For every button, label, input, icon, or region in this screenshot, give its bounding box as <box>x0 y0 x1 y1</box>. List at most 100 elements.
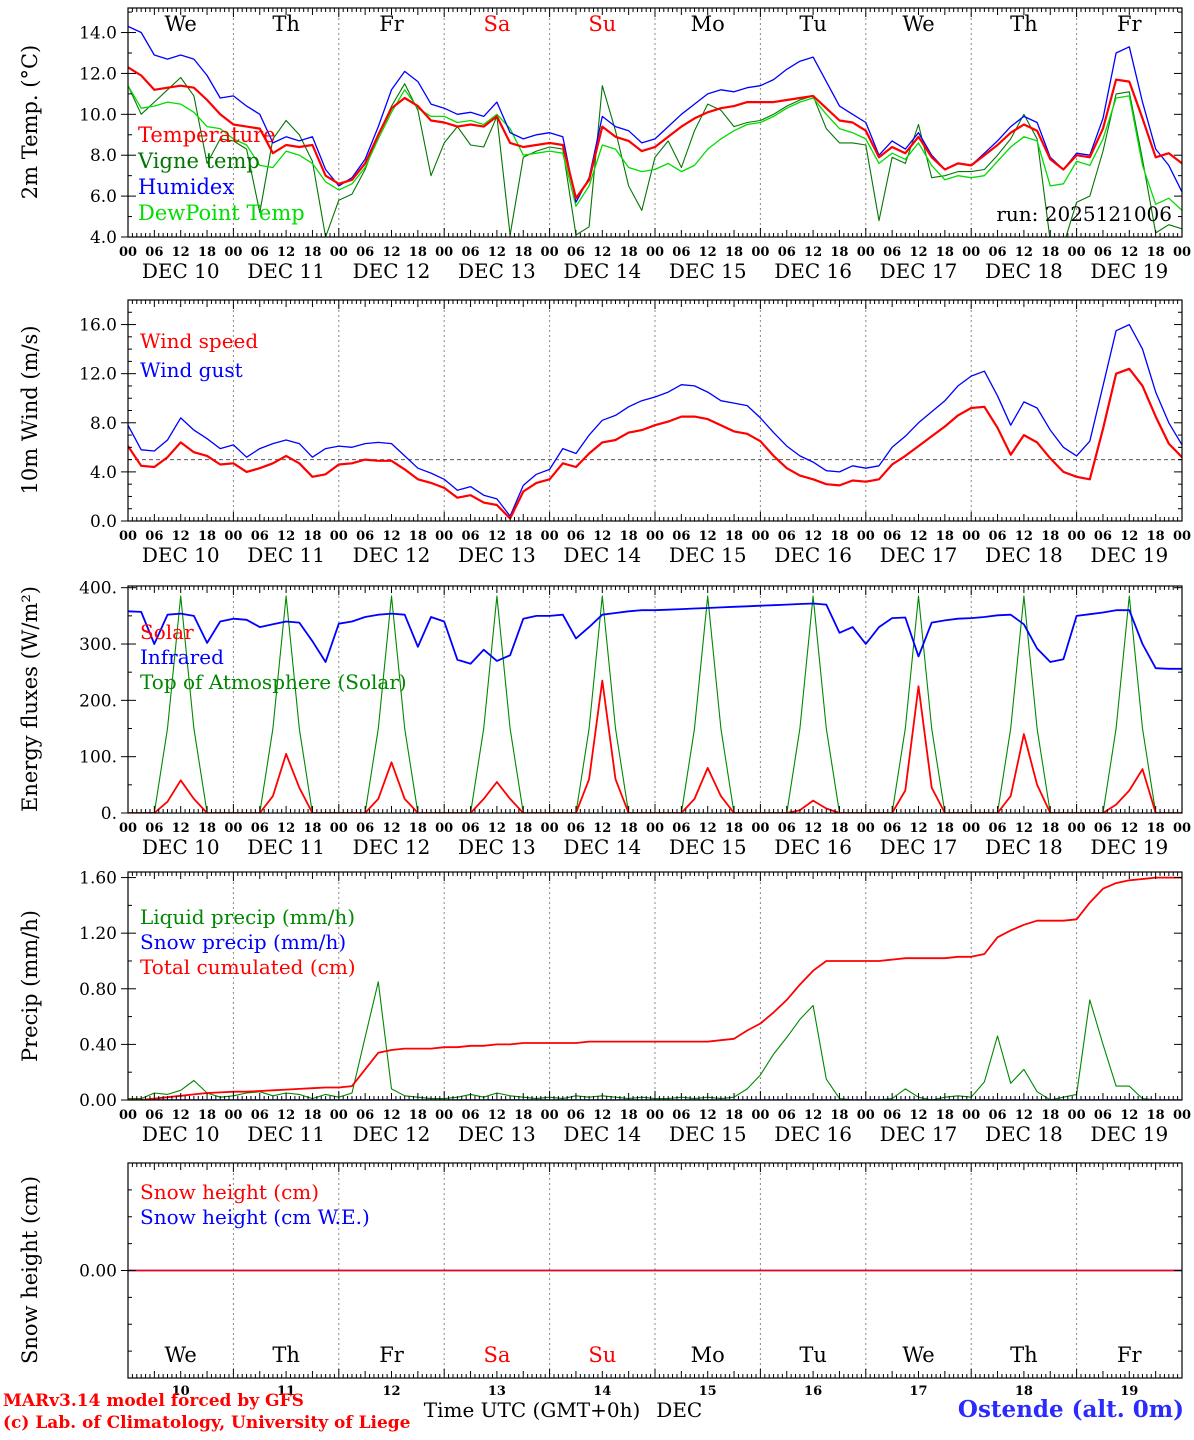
svg-text:1.60: 1.60 <box>79 869 117 889</box>
svg-text:DEC 15: DEC 15 <box>669 259 747 283</box>
svg-text:18: 18 <box>1041 245 1059 260</box>
month-label: DEC <box>656 1398 703 1422</box>
svg-text:00: 00 <box>435 1108 453 1123</box>
svg-text:06: 06 <box>145 1108 163 1123</box>
panel-1-ytick-labels: 16.0 12.0 8.0 4.0 0.0 <box>79 316 117 532</box>
svg-text:06: 06 <box>883 1108 901 1123</box>
svg-text:18: 18 <box>409 245 427 260</box>
panel-2: 400.300.200.100.0.00 06 12 18 00 06 12 18 00 06 12… <box>79 579 1191 859</box>
panel-2-ticks <box>121 586 1183 814</box>
svg-text:DEC 15: DEC 15 <box>669 543 747 567</box>
svg-text:We: We <box>902 1343 934 1367</box>
svg-text:12: 12 <box>277 529 295 544</box>
svg-text:16: 16 <box>804 1384 822 1399</box>
svg-text:Fr: Fr <box>379 12 405 36</box>
svg-text:06: 06 <box>989 821 1007 836</box>
svg-text:18: 18 <box>303 245 321 260</box>
svg-text:18: 18 <box>514 529 532 544</box>
panel-3-day-gridlines <box>232 872 1078 1100</box>
svg-text:Th: Th <box>272 1343 300 1367</box>
panel-2-hour-labels: 00 06 12 18 00 06 12 18 00 06 12 18 00 06 12 18 00 06 12 18… <box>119 821 1191 836</box>
svg-text:DEC 13: DEC 13 <box>458 259 536 283</box>
svg-text:00: 00 <box>1068 1108 1086 1123</box>
svg-text:DEC 11: DEC 11 <box>247 259 325 283</box>
svg-text:18: 18 <box>725 245 743 260</box>
svg-text:00: 00 <box>119 529 137 544</box>
svg-text:18: 18 <box>936 529 954 544</box>
y-axis-title-snow: Snow height (cm) <box>18 1175 42 1365</box>
svg-text:18: 18 <box>620 821 638 836</box>
svg-text:06: 06 <box>462 1108 480 1123</box>
series-wind-gust <box>128 323 1182 517</box>
svg-text:06: 06 <box>356 529 374 544</box>
panel-1-date-labels: DEC 10 DEC 11 DEC 12 DEC 13 DEC 14 DEC 15 DEC … <box>142 543 1168 567</box>
svg-text:DEC 14: DEC 14 <box>563 543 641 567</box>
svg-text:12: 12 <box>1015 245 1033 260</box>
svg-text:00: 00 <box>330 821 348 836</box>
svg-text:4.0: 4.0 <box>90 228 117 248</box>
svg-text:12: 12 <box>804 529 822 544</box>
legend-item-wind-gust: Wind gust <box>140 358 243 382</box>
panel-3-ticks <box>121 872 1183 1101</box>
svg-text:DEC 10: DEC 10 <box>142 835 220 859</box>
svg-text:12: 12 <box>909 245 927 260</box>
svg-text:00: 00 <box>751 821 769 836</box>
svg-text:Sa: Sa <box>483 1343 510 1367</box>
svg-text:DEC 15: DEC 15 <box>669 835 747 859</box>
svg-text:Tu: Tu <box>799 1343 827 1367</box>
y-axis-title-wind: 10m Wind (m/s) <box>18 325 42 495</box>
svg-text:12.0: 12.0 <box>79 64 117 84</box>
svg-text:DEC 12: DEC 12 <box>353 1122 431 1146</box>
svg-text:00: 00 <box>646 245 664 260</box>
svg-text:16.0: 16.0 <box>79 316 117 336</box>
svg-text:06: 06 <box>778 529 796 544</box>
svg-text:12: 12 <box>909 821 927 836</box>
svg-text:06: 06 <box>883 245 901 260</box>
svg-text:18: 18 <box>1147 821 1165 836</box>
svg-text:DEC 17: DEC 17 <box>880 835 958 859</box>
svg-text:Sa: Sa <box>483 12 510 36</box>
svg-text:06: 06 <box>883 821 901 836</box>
svg-text:06: 06 <box>1094 821 1112 836</box>
y-axis-title-precip: Precip (mm/h) <box>18 909 42 1063</box>
legend-item-wind-speed: Wind speed <box>140 329 259 353</box>
svg-text:06: 06 <box>251 529 269 544</box>
svg-text:00: 00 <box>541 245 559 260</box>
svg-text:06: 06 <box>356 245 374 260</box>
svg-text:18: 18 <box>620 529 638 544</box>
svg-text:DEC 11: DEC 11 <box>247 543 325 567</box>
svg-text:18: 18 <box>409 821 427 836</box>
svg-text:18: 18 <box>409 1108 427 1123</box>
svg-text:18: 18 <box>1041 1108 1059 1123</box>
svg-text:DEC 14: DEC 14 <box>563 835 641 859</box>
time-axis-label: Time UTC (GMT+0h) DEC <box>424 1398 702 1422</box>
svg-text:12: 12 <box>172 1108 190 1123</box>
svg-text:18: 18 <box>514 1108 532 1123</box>
svg-text:DEC 14: DEC 14 <box>563 259 641 283</box>
svg-text:18: 18 <box>1041 529 1059 544</box>
svg-text:We: We <box>165 12 197 36</box>
svg-text:06: 06 <box>1094 1108 1112 1123</box>
svg-text:DEC 16: DEC 16 <box>774 1122 852 1146</box>
svg-text:12: 12 <box>909 1108 927 1123</box>
svg-text:00: 00 <box>541 529 559 544</box>
legend-temperature-panel: Temperature Vigne temp Humidex DewPoint Tem… <box>138 122 305 226</box>
svg-text:Su: Su <box>588 1343 616 1367</box>
svg-text:12: 12 <box>382 529 400 544</box>
svg-text:00: 00 <box>1068 245 1086 260</box>
svg-text:10: 10 <box>172 1384 190 1399</box>
svg-text:06: 06 <box>778 245 796 260</box>
svg-text:14: 14 <box>593 1384 611 1399</box>
svg-text:06: 06 <box>462 245 480 260</box>
svg-text:Su: Su <box>588 12 616 36</box>
svg-text:DEC 12: DEC 12 <box>353 543 431 567</box>
svg-text:0.00: 0.00 <box>79 1091 117 1111</box>
svg-text:400.: 400. <box>79 579 117 599</box>
svg-text:DEC 14: DEC 14 <box>563 1122 641 1146</box>
panel-4-day-names: We Th Fr Sa Su Mo Tu We Th Fr <box>165 1343 1143 1367</box>
station-label: Ostende (alt. 0m) <box>957 1396 1184 1423</box>
svg-text:00: 00 <box>751 529 769 544</box>
svg-text:00: 00 <box>330 1108 348 1123</box>
svg-text:00: 00 <box>1068 821 1086 836</box>
svg-text:00: 00 <box>962 821 980 836</box>
